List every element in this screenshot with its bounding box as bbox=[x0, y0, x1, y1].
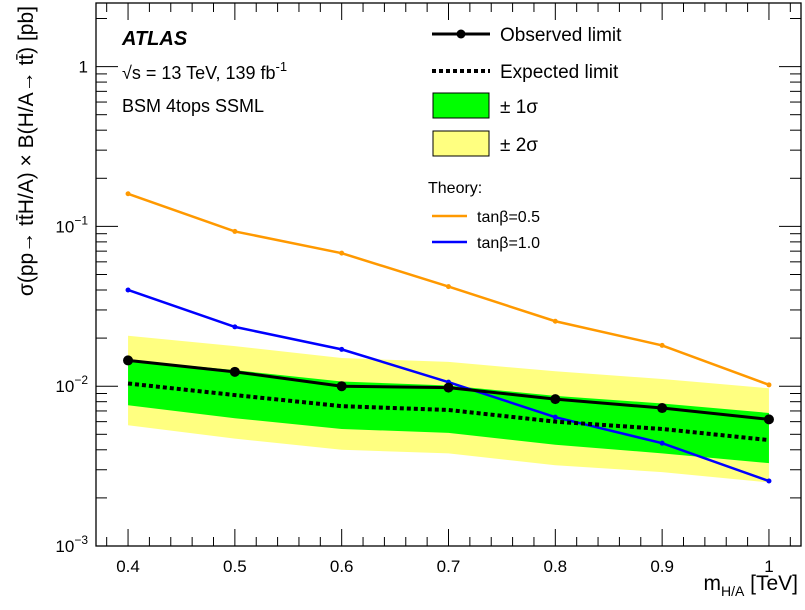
energy-label: √s = 13 TeV, 139 fb-1 bbox=[122, 59, 287, 83]
y-tick-label: 1 bbox=[79, 58, 88, 77]
x-tick-label: 0.9 bbox=[650, 557, 674, 576]
data-point-tan-1-0 bbox=[552, 414, 558, 420]
legend-one-sigma-box bbox=[432, 92, 490, 119]
y-axis-title: σ(pp→ tt̄H/A) × B(H/A→ tt̄) [pb] bbox=[15, 6, 38, 296]
uncertainty-bands bbox=[128, 335, 769, 483]
data-point-tan-1-0 bbox=[125, 287, 131, 293]
legend: Observed limit Expected limit ± 1σ ± 2σ … bbox=[428, 25, 622, 252]
axis-ticks bbox=[96, 3, 801, 547]
data-point-observed-limit bbox=[123, 355, 134, 366]
data-point-tan-0-5 bbox=[232, 228, 238, 234]
data-point-observed-limit bbox=[336, 381, 347, 392]
data-point-tan-1-0 bbox=[659, 440, 665, 446]
y-tick-label: 10−1 bbox=[55, 213, 88, 236]
data-point-tan-1-0 bbox=[766, 478, 772, 484]
data-point-observed-limit bbox=[229, 366, 240, 377]
y-tick-labels: 10−3 10−2 10−1 1 bbox=[55, 58, 88, 556]
x-axis-title: mH/A [TeV] bbox=[703, 572, 798, 599]
x-tick-label: 0.4 bbox=[116, 557, 140, 576]
legend-theory-heading: Theory: bbox=[428, 180, 482, 197]
atlas-label: ATLAS bbox=[121, 28, 188, 50]
analysis-label: BSM 4tops SSML bbox=[122, 96, 264, 116]
data-point-tan-1-0 bbox=[339, 346, 345, 352]
data-point-observed-limit bbox=[657, 403, 668, 414]
legend-one-sigma-label: ± 1σ bbox=[500, 97, 538, 118]
data-point-tan-0-5 bbox=[125, 191, 131, 197]
x-tick-label: 0.6 bbox=[330, 557, 354, 576]
y-tick-label: 10−2 bbox=[55, 373, 88, 396]
x-tick-label: 0.8 bbox=[543, 557, 567, 576]
legend-expected-label: Expected limit bbox=[500, 62, 619, 83]
data-point-observed-limit bbox=[443, 382, 454, 393]
one-sigma-band bbox=[128, 359, 769, 464]
legend-observed-label: Observed limit bbox=[500, 25, 622, 46]
legend-tanb05-label: tanβ=0.5 bbox=[477, 209, 540, 226]
legend-observed-marker bbox=[456, 29, 466, 39]
data-point-tan-0-5 bbox=[659, 342, 665, 348]
x-tick-label: 0.7 bbox=[437, 557, 461, 576]
legend-two-sigma-label: ± 2σ bbox=[500, 135, 538, 156]
series-line-expected-limit bbox=[127, 381, 770, 443]
data-point-observed-limit bbox=[763, 414, 774, 425]
data-point-tan-1-0 bbox=[232, 324, 238, 330]
x-tick-label: 1 bbox=[764, 557, 773, 576]
y-tick-label: 10−3 bbox=[55, 533, 88, 556]
data-point-observed-limit bbox=[550, 394, 561, 405]
legend-two-sigma-box bbox=[432, 130, 490, 157]
data-point-tan-0-5 bbox=[339, 250, 345, 256]
legend-tanb10-label: tanβ=1.0 bbox=[477, 235, 540, 252]
data-point-tan-0-5 bbox=[766, 382, 772, 388]
series-lines bbox=[123, 191, 774, 484]
data-point-tan-0-5 bbox=[446, 284, 451, 290]
data-point-tan-0-5 bbox=[552, 318, 558, 324]
x-tick-label: 0.5 bbox=[223, 557, 247, 576]
x-tick-labels: 0.4 0.5 0.6 0.7 0.8 0.9 1 bbox=[116, 557, 773, 576]
